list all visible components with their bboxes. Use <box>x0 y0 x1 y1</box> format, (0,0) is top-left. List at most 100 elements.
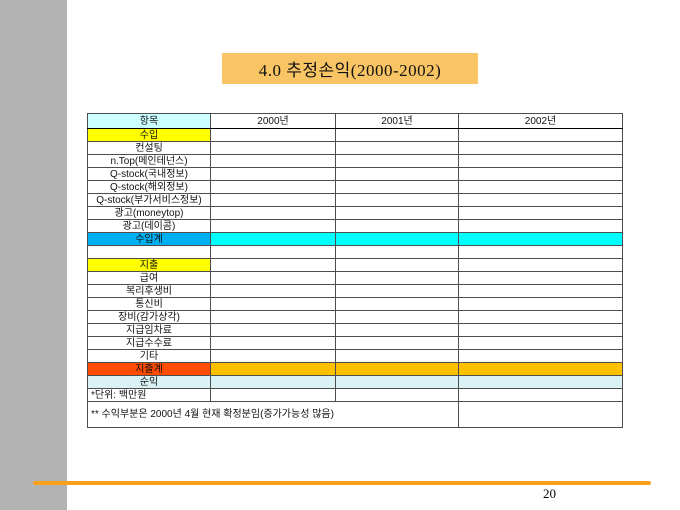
table-row-section: 수입 <box>87 128 623 142</box>
data-cell <box>335 154 459 168</box>
data-cell <box>210 128 336 142</box>
data-cell <box>210 349 336 363</box>
table-row-item: 광고(데이콤) <box>87 219 623 233</box>
row-label-cell: 컨설팅 <box>87 141 211 155</box>
data-cell <box>458 271 623 285</box>
row-label-cell: 급여 <box>87 271 211 285</box>
table-row-item: 복리후생비 <box>87 284 623 298</box>
data-cell <box>458 180 623 194</box>
data-cell <box>458 232 623 246</box>
data-cell <box>210 297 336 311</box>
data-cell <box>335 206 459 220</box>
page-number: 20 <box>543 486 556 501</box>
data-cell <box>335 245 459 259</box>
row-label-cell: 장비(감가상각) <box>87 310 211 324</box>
row-label-cell: 수입 <box>87 128 211 142</box>
data-cell <box>458 297 623 311</box>
data-cell <box>210 388 336 402</box>
data-cell <box>335 349 459 363</box>
row-label-cell: 지출 <box>87 258 211 272</box>
data-cell <box>335 141 459 155</box>
item-column-header: 항목 <box>87 113 211 129</box>
data-cell <box>335 297 459 311</box>
row-label-cell: *단위: 백만원 <box>87 388 211 402</box>
row-label-cell: Q-stock(국내정보) <box>87 167 211 181</box>
data-cell <box>458 219 623 233</box>
data-cell <box>335 232 459 246</box>
table-row-item: 지급임차료 <box>87 323 623 337</box>
table-row-item: Q-stock(해외정보) <box>87 180 623 194</box>
data-cell <box>335 193 459 207</box>
data-cell <box>210 193 336 207</box>
data-cell <box>210 375 336 389</box>
data-cell <box>210 245 336 259</box>
row-label-cell: 통신비 <box>87 297 211 311</box>
table-row-section: 지출 <box>87 258 623 272</box>
row-label-cell: 수입계 <box>87 232 211 246</box>
row-label-cell: Q-stock(부가서비스정보) <box>87 193 211 207</box>
data-cell <box>335 284 459 298</box>
table-row-income-total: 수입계 <box>87 232 623 246</box>
row-label-cell <box>87 245 211 259</box>
data-cell <box>210 206 336 220</box>
table-row-item: 장비(감가상각) <box>87 310 623 324</box>
row-label-cell: ** 수익부분은 2000년 4월 현재 확정분임(증가가능성 많음) <box>87 401 459 428</box>
accent-divider-line <box>33 481 651 485</box>
data-cell <box>458 245 623 259</box>
data-cell <box>458 206 623 220</box>
slide-title: 4.0 추정손익(2000-2002) <box>258 61 442 80</box>
row-label-cell: 지출계 <box>87 362 211 376</box>
data-cell <box>210 154 336 168</box>
data-cell <box>335 258 459 272</box>
row-label-cell: n.Top(메인테넌스) <box>87 154 211 168</box>
table-row-item: 지급수수료 <box>87 336 623 350</box>
row-label-cell: 기타 <box>87 349 211 363</box>
table-row-item: 급여 <box>87 271 623 285</box>
data-cell <box>458 349 623 363</box>
row-label-cell: 광고(데이콤) <box>87 219 211 233</box>
table-row-net: 순익 <box>87 375 623 389</box>
data-cell <box>210 310 336 324</box>
data-cell <box>458 375 623 389</box>
table-row-item: n.Top(메인테넌스) <box>87 154 623 168</box>
data-cell <box>458 193 623 207</box>
row-label-cell: Q-stock(해외정보) <box>87 180 211 194</box>
year-column-header: 2001년 <box>335 113 459 129</box>
data-cell <box>458 401 623 428</box>
profit-loss-table: 항목 2000년 2001년 2002년 수입 컨설팅 n.Top(메인테넌스) Q-sto… <box>87 113 623 428</box>
data-cell <box>458 284 623 298</box>
data-cell <box>210 258 336 272</box>
data-cell <box>210 232 336 246</box>
data-cell <box>210 141 336 155</box>
data-cell <box>335 323 459 337</box>
data-cell <box>458 167 623 181</box>
data-cell <box>335 271 459 285</box>
table-row-expense-total: 지출계 <box>87 362 623 376</box>
data-cell <box>335 362 459 376</box>
data-cell <box>458 258 623 272</box>
year-column-header: 2000년 <box>210 113 336 129</box>
row-label-cell: 지급수수료 <box>87 336 211 350</box>
row-label-cell: 순익 <box>87 375 211 389</box>
data-cell <box>210 167 336 181</box>
table-row-item: Q-stock(국내정보) <box>87 167 623 181</box>
year-column-header: 2002년 <box>458 113 623 129</box>
data-cell <box>335 180 459 194</box>
data-cell <box>458 154 623 168</box>
data-cell <box>458 362 623 376</box>
left-gray-band <box>0 0 67 510</box>
data-cell <box>210 219 336 233</box>
table-row-spacer <box>87 245 623 259</box>
data-cell <box>335 167 459 181</box>
row-label-cell: 지급임차료 <box>87 323 211 337</box>
table-row-item: 컨설팅 <box>87 141 623 155</box>
data-cell <box>210 284 336 298</box>
slide-title-box: 4.0 추정손익(2000-2002) <box>222 53 478 84</box>
row-label-cell: 광고(moneytop) <box>87 206 211 220</box>
data-cell <box>210 180 336 194</box>
data-cell <box>210 271 336 285</box>
data-cell <box>335 388 459 402</box>
data-cell <box>458 128 623 142</box>
row-label-cell: 복리후생비 <box>87 284 211 298</box>
data-cell <box>335 128 459 142</box>
